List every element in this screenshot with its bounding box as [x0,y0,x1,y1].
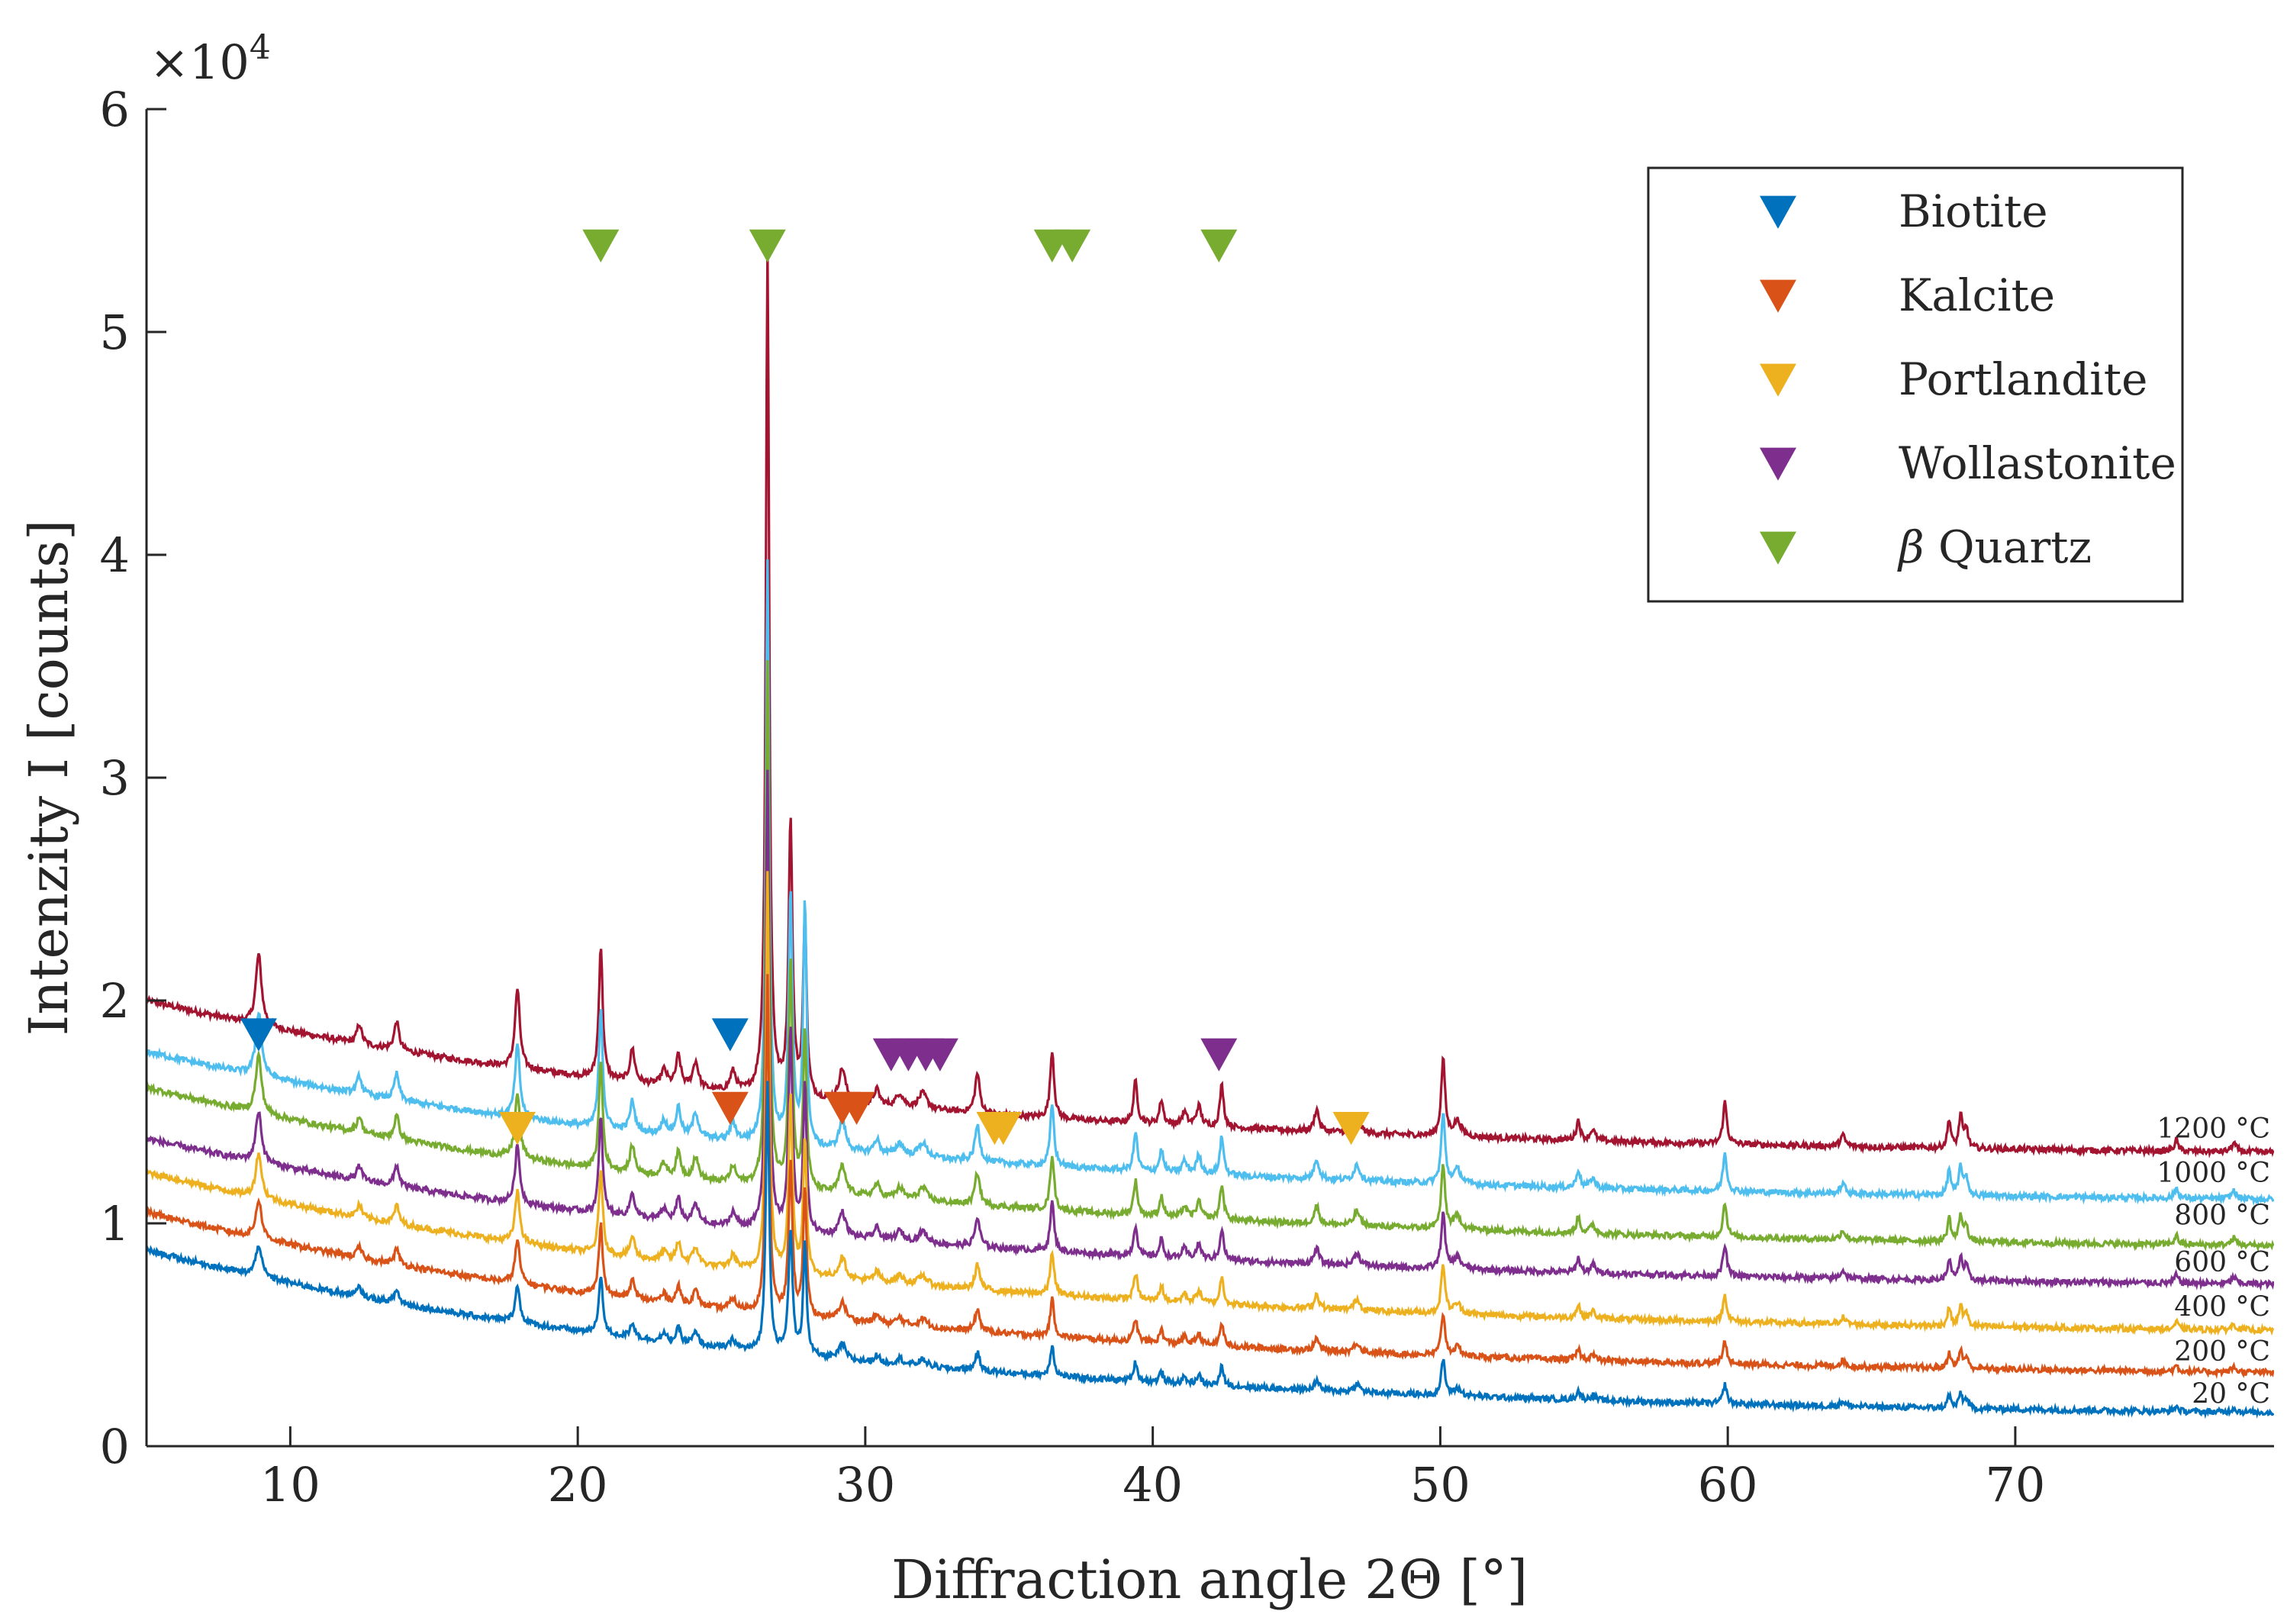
y-tick-label: 2 [100,973,130,1029]
x-tick-label: 20 [548,1457,608,1513]
marker-kalcite [838,1091,875,1125]
legend-label-biotite: Biotite [1899,185,2048,237]
y-tick-label: 3 [100,750,130,806]
legend-marker-portlandite [1760,363,1796,397]
series-line-800-c [147,660,2274,1253]
y-tick-label: 6 [100,82,130,137]
legend-label-symbol: β [1897,521,1925,573]
x-tick-label: 40 [1123,1457,1183,1513]
marker-quartz [749,229,786,263]
series-line-600-c [147,769,2274,1291]
marker-quartz [582,229,620,263]
y-axis-title: Intenzity I [counts] [18,520,80,1036]
legend-marker-kalcite [1760,279,1796,313]
y-tick-label: 4 [100,527,130,583]
y-tick-label: 1 [100,1196,130,1252]
legend-label-portlandite: Portlandite [1899,353,2147,405]
phase-marker-layer [240,229,1370,1146]
curve-label-200-c: 200 °C [2174,1336,2270,1368]
legend-label-kalcite: Kalcite [1899,269,2055,321]
marker-wollastonite [921,1038,958,1071]
x-tick-layer: 10 20 30 40 50 60 70 [260,1426,2045,1513]
marker-quartz [1200,229,1238,263]
legend-label-quartz: β Quartz [1897,521,2092,573]
curve-label-400-c: 400 °C [2174,1291,2270,1323]
series-line-200-c [147,974,2274,1380]
curve-label-20-c: 20 °C [2192,1378,2270,1410]
marker-kalcite [711,1091,749,1125]
legend-label-wollastonite: Wollastonite [1899,437,2176,489]
x-tick-label: 70 [1985,1457,2045,1513]
curve-label-1000-c: 1000 °C [2157,1158,2270,1189]
curve-label-1200-c: 1200 °C [2157,1113,2270,1145]
x-axis-title: Diffraction angle 2Θ [°] [891,1548,1528,1611]
legend-box [1647,166,2184,603]
y-tick-layer: 0 1 2 3 4 5 6 [100,82,166,1474]
series-line-400-c [147,871,2274,1336]
curve-label-800-c: 800 °C [2174,1200,2270,1232]
series-line-1200-c [147,246,2274,1158]
marker-portlandite [1332,1112,1370,1146]
marker-quartz [1054,229,1091,263]
y-tick-label: 0 [100,1419,130,1474]
y-multiplier-exponent: 4 [250,28,271,67]
legend-marker-biotite [1760,195,1796,229]
marker-biotite [711,1018,749,1052]
legend: Biotite Kalcite Portlandite Wollastonite β Q… [1647,166,2184,603]
marker-portlandite [499,1112,536,1146]
marker-biotite [240,1018,277,1052]
legend-marker-quartz [1760,531,1796,565]
marker-wollastonite [1200,1038,1238,1071]
x-tick-label: 10 [260,1457,321,1513]
legend-marker-wollastonite [1760,447,1796,481]
series-line-20-c [147,1081,2274,1419]
curve-label-600-c: 600 °C [2174,1247,2270,1278]
curve-label-layer: 1200 °C 1000 °C 800 °C 600 °C 400 °C 200 °C 20… [2157,1113,2270,1410]
y-tick-label: 5 [100,304,130,360]
y-multiplier-label: ×104 [150,28,271,90]
marker-portlandite [984,1112,1022,1146]
x-tick-label: 30 [835,1457,895,1513]
x-tick-label: 60 [1698,1457,1758,1513]
x-tick-label: 50 [1410,1457,1470,1513]
